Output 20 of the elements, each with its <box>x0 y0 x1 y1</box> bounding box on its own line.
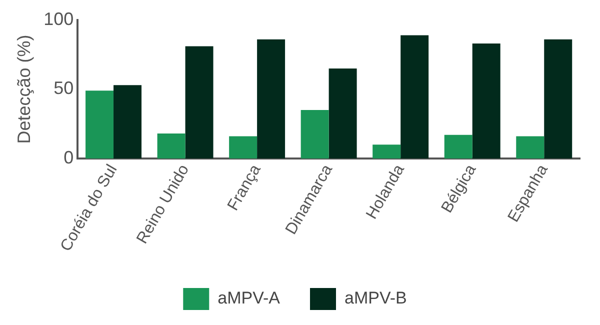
y-tick-label: 50 <box>54 78 74 98</box>
y-tick-label: 0 <box>64 147 74 168</box>
legend-label: aMPV-B <box>344 288 407 308</box>
bar <box>185 46 214 158</box>
bar <box>444 134 472 158</box>
bar <box>300 110 329 158</box>
bar <box>472 44 500 158</box>
bar <box>516 136 544 158</box>
bar <box>328 68 357 158</box>
bar <box>400 35 429 158</box>
bar <box>157 134 186 158</box>
y-axis-title: Detecção (%) <box>14 34 34 144</box>
bar <box>86 90 114 158</box>
legend-label: aMPV-A <box>218 288 281 308</box>
bar <box>372 144 401 158</box>
bar <box>257 39 286 158</box>
bar <box>114 85 142 158</box>
bar <box>229 136 258 158</box>
bar <box>544 39 572 158</box>
y-tick-label: 100 <box>44 8 74 29</box>
